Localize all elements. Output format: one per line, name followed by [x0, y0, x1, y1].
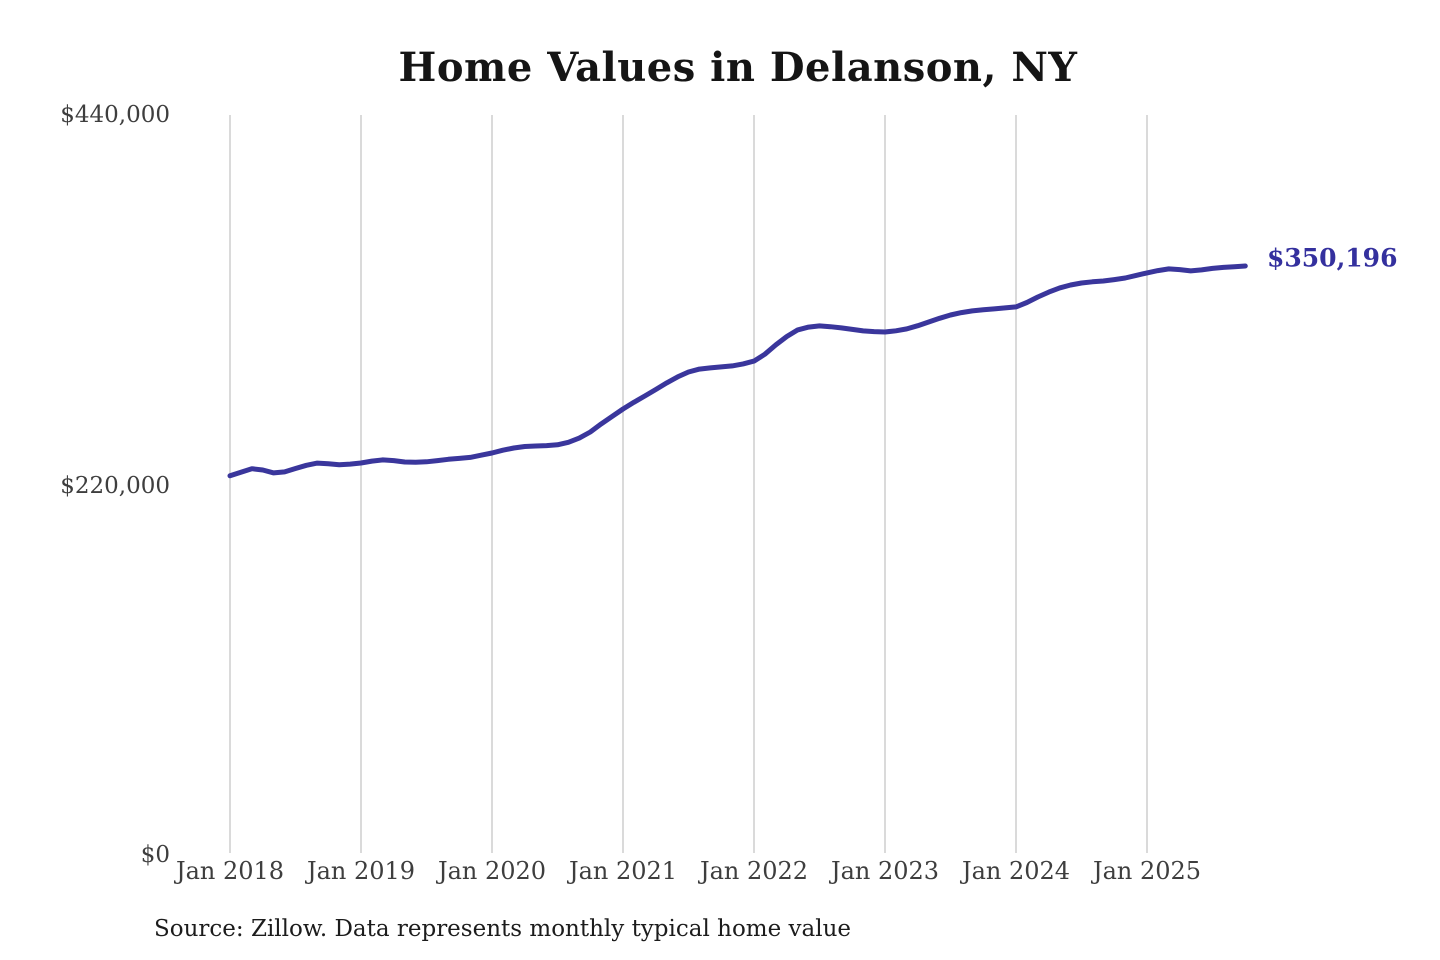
x-axis-tick-label: Jan 2020 [437, 857, 547, 885]
y-axis-tick-label: $440,000 [60, 102, 170, 128]
source-note: Source: Zillow. Data represents monthly … [154, 916, 852, 942]
x-axis-tick-label: Jan 2021 [568, 857, 678, 885]
x-axis-tick-label: Jan 2023 [830, 857, 940, 885]
x-axis-tick-label: Jan 2019 [306, 857, 416, 885]
home-value-line [227, 263, 1248, 479]
y-axis-tick-label: $220,000 [60, 473, 170, 499]
x-axis-tick-label: Jan 2025 [1092, 857, 1202, 885]
end-value-annotation: $350,196 [1267, 243, 1398, 273]
x-axis-tick-label: Jan 2022 [699, 857, 809, 885]
y-axis-tick-label: $0 [140, 842, 170, 868]
chart-title: Home Values in Delanson, NY [398, 44, 1078, 91]
x-axis-tick-label: Jan 2024 [961, 857, 1071, 885]
x-axis-tick-label: Jan 2018 [175, 857, 285, 885]
